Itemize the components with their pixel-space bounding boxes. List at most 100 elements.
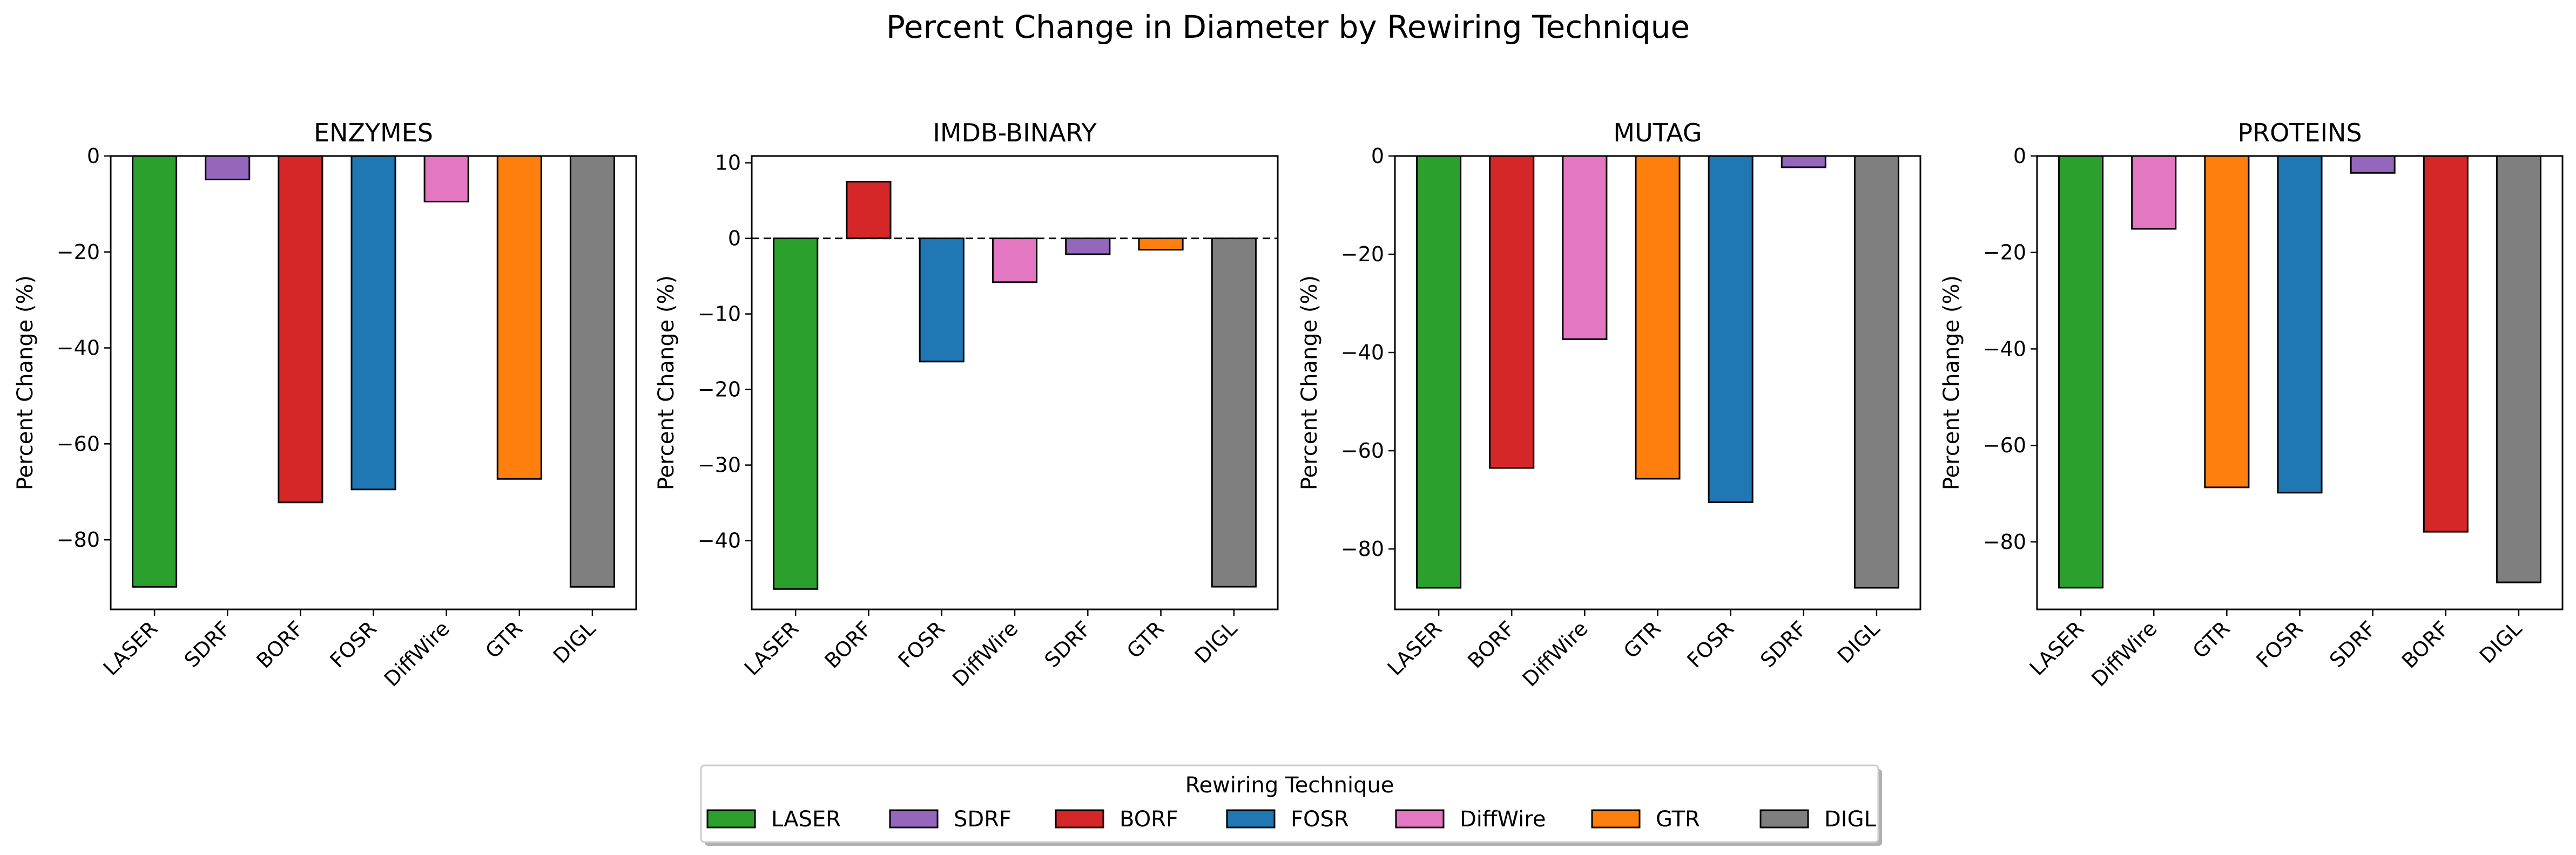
y-tick-label: −20 xyxy=(698,378,741,402)
bar-laser xyxy=(132,155,178,588)
bar-borf xyxy=(846,181,892,240)
x-tick-label: FOSR xyxy=(2251,616,2307,672)
panel-title: PROTEINS xyxy=(2237,118,2362,147)
bar-diffwire xyxy=(423,155,469,202)
legend-title: Rewiring Technique xyxy=(1185,773,1394,798)
y-tick-label: 0 xyxy=(1371,144,1384,168)
legend-label-gtr: GTR xyxy=(1656,807,1700,832)
x-tick-label: LASER xyxy=(99,616,163,680)
x-tick-label: GTR xyxy=(2188,616,2235,663)
y-tick-label: −40 xyxy=(698,529,741,553)
x-tick-label: FOSR xyxy=(325,616,381,672)
bar-fosr xyxy=(919,238,965,363)
x-tick-label: DiffWire xyxy=(948,616,1022,691)
bar-borf xyxy=(2423,155,2469,533)
bar-digl xyxy=(569,155,615,588)
y-tick-label: −80 xyxy=(57,528,100,552)
y-tick-label: −80 xyxy=(1341,537,1384,561)
panel-title: IMDB-BINARY xyxy=(933,118,1097,147)
x-tick-label: LASER xyxy=(1383,616,1447,680)
x-tick-label: GTR xyxy=(1619,616,1665,663)
bar-sdrf xyxy=(2350,155,2396,174)
bar-laser xyxy=(773,238,819,590)
y-tick-label: 10 xyxy=(715,151,741,175)
axes-frame xyxy=(751,155,1279,610)
legend-label-diffwire: DiffWire xyxy=(1460,807,1546,832)
x-tick-label: SDRF xyxy=(2325,616,2381,672)
legend-box xyxy=(700,764,1879,843)
y-axis-label: Percent Change (%) xyxy=(1939,275,1964,490)
bar-digl xyxy=(2496,155,2541,583)
y-axis-label: Percent Change (%) xyxy=(654,275,679,490)
bar-diffwire xyxy=(2131,155,2177,230)
y-tick-label: −20 xyxy=(1983,241,2026,264)
panel-title: MUTAG xyxy=(1613,118,1702,147)
bar-digl xyxy=(1211,238,1257,588)
y-tick-label: −30 xyxy=(698,453,741,477)
legend-swatch-borf xyxy=(1055,809,1104,829)
axes-frame xyxy=(110,155,637,610)
bar-fosr xyxy=(1708,155,1754,504)
legend-label-laser: LASER xyxy=(771,807,841,832)
bar-diffwire xyxy=(992,238,1038,283)
x-tick-label: FOSR xyxy=(1683,616,1738,672)
legend-label-sdrf: SDRF xyxy=(954,807,1011,832)
x-tick-label: BORF xyxy=(252,616,308,673)
x-tick-label: DiffWire xyxy=(1518,616,1593,691)
y-tick-label: −40 xyxy=(1341,341,1384,364)
y-tick-label: −60 xyxy=(1341,439,1384,463)
y-tick-label: −10 xyxy=(698,302,741,326)
bar-borf xyxy=(278,155,323,504)
y-axis-label: Percent Change (%) xyxy=(13,275,38,490)
x-tick-label: SDRF xyxy=(1040,616,1096,672)
legend: Rewiring Technique LASER SDRF BORF FOSR DiffW… xyxy=(700,764,1882,846)
y-tick-label: −40 xyxy=(57,336,100,360)
y-tick-label: −60 xyxy=(57,432,100,456)
bar-laser xyxy=(1416,155,1462,589)
y-tick-label: −20 xyxy=(57,240,100,264)
bar-gtr xyxy=(2204,155,2250,488)
axes-frame xyxy=(1394,155,1921,610)
bar-laser xyxy=(2058,155,2104,589)
x-tick-label: GTR xyxy=(481,616,527,663)
x-tick-label: SDRF xyxy=(1756,616,1811,672)
legend-label-fosr: FOSR xyxy=(1291,807,1349,832)
legend-swatch-laser xyxy=(706,809,756,829)
x-tick-label: DiffWire xyxy=(380,616,454,691)
bar-sdrf xyxy=(205,155,251,181)
legend-swatch-sdrf xyxy=(889,809,939,829)
bar-digl xyxy=(1853,155,1899,589)
x-tick-label: DIGL xyxy=(549,616,601,668)
legend-label-digl: DIGL xyxy=(1824,807,1877,832)
x-tick-label: LASER xyxy=(740,616,804,680)
figure-title: Percent Change in Diameter by Rewiring T… xyxy=(886,9,1690,45)
y-tick-label: 0 xyxy=(2013,144,2026,168)
y-tick-label: 0 xyxy=(87,144,100,168)
y-axis-label: Percent Change (%) xyxy=(1297,275,1322,490)
bar-gtr xyxy=(1138,238,1184,251)
x-tick-label: FOSR xyxy=(894,616,949,672)
bar-gtr xyxy=(496,155,542,480)
x-tick-label: DIGL xyxy=(2475,616,2527,668)
y-tick-label: 0 xyxy=(728,227,741,250)
x-tick-label: GTR xyxy=(1122,616,1169,663)
panel-title: ENZYMES xyxy=(314,118,433,147)
bar-sdrf xyxy=(1781,155,1826,168)
legend-label-borf: BORF xyxy=(1120,807,1178,832)
y-tick-label: −80 xyxy=(1983,530,2026,554)
x-tick-label: DIGL xyxy=(1833,616,1885,668)
bar-diffwire xyxy=(1562,155,1608,340)
bar-borf xyxy=(1489,155,1535,469)
x-tick-label: LASER xyxy=(2025,616,2089,680)
y-tick-label: −40 xyxy=(1983,337,2026,361)
bar-fosr xyxy=(2277,155,2323,494)
x-tick-label: DIGL xyxy=(1190,616,1242,668)
legend-swatch-digl xyxy=(1759,809,1809,829)
x-tick-label: BORF xyxy=(2397,616,2453,673)
